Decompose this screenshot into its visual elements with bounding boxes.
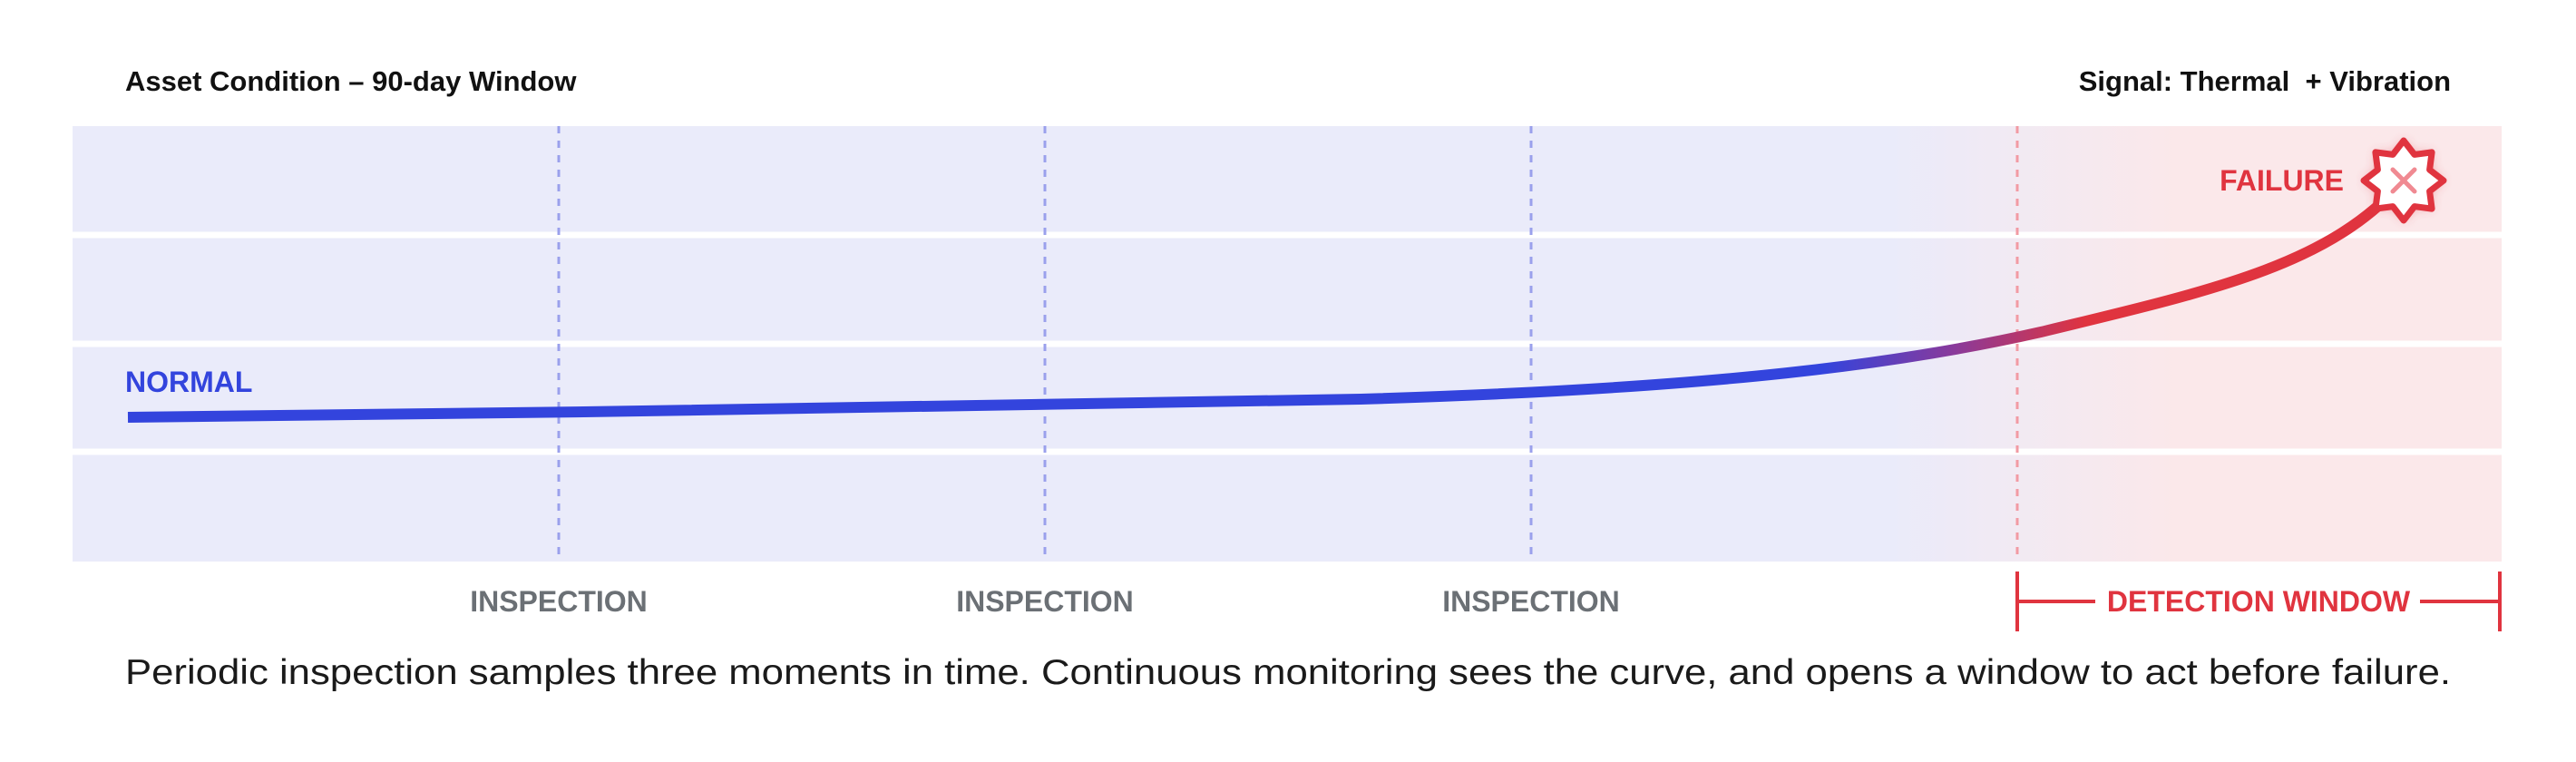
inspection-label: INSPECTION (470, 585, 648, 618)
signal-label: Signal: Thermal + Vibration (2079, 65, 2451, 97)
inspection-label: INSPECTION (956, 585, 1134, 618)
condition-curve (127, 177, 2408, 423)
inspection-label: INSPECTION (1442, 585, 1620, 618)
detection-bracket (2015, 572, 2502, 631)
failure-label: FAILURE (2220, 164, 2344, 197)
row-separators (73, 231, 2502, 455)
title: Asset Condition – 90-day Window (125, 65, 577, 97)
caption: Periodic inspection samples three moment… (125, 653, 2451, 692)
normal-label: NORMAL (125, 366, 252, 398)
failure-marker (2360, 137, 2447, 224)
detection-window-label: DETECTION WINDOW (2107, 585, 2411, 618)
inspection-lines (557, 126, 2019, 562)
